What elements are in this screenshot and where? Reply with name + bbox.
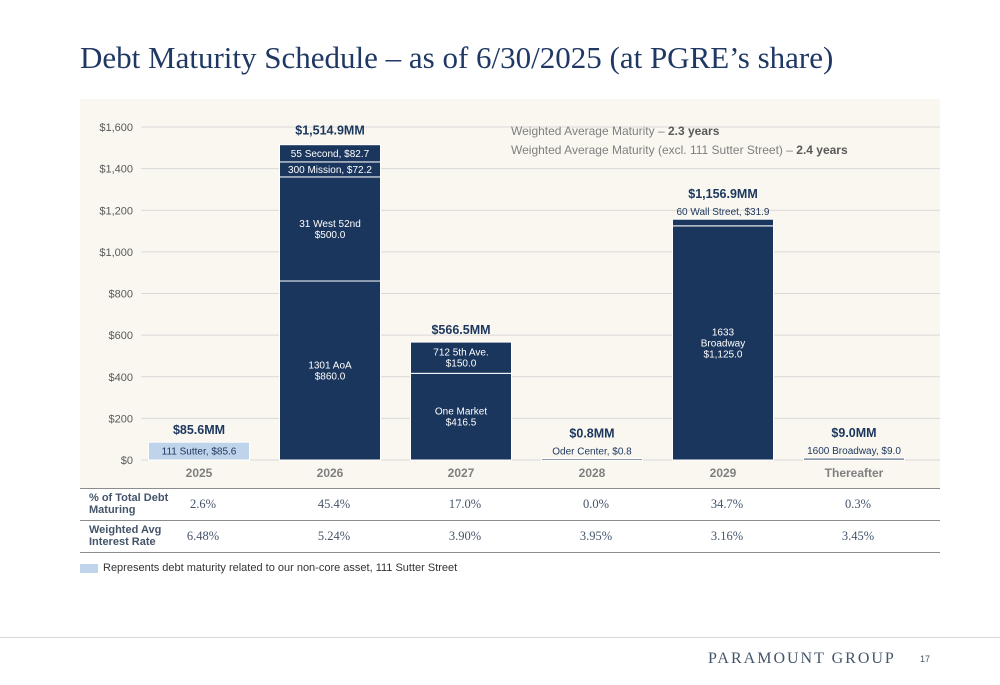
y-tick-label: $1,000: [99, 247, 133, 259]
x-category-label: 2025: [186, 466, 213, 480]
segment-label: 300 Mission, $72.2: [288, 165, 372, 176]
chart-panel: $0 $200 $400 $600 $800 $1,000 $1,200 $1,400 $1,6…: [80, 99, 940, 488]
table-cell: 6.48%: [186, 529, 220, 543]
x-category-label: 2028: [579, 466, 606, 480]
bar-segment: [672, 218, 774, 227]
brand-logo-text: PARAMOUNT GROUP: [708, 650, 896, 667]
segment-label: 1633: [712, 327, 735, 338]
segment-label: $150.0: [446, 359, 477, 370]
bar-segment: [803, 457, 905, 461]
segment-label: Broadway: [701, 338, 745, 349]
y-tick-label: $0: [121, 455, 133, 467]
table-cell: 0.3%: [844, 497, 872, 511]
bar-segment: [279, 280, 381, 461]
segment-label: 1301 AoA: [308, 361, 352, 372]
bar-segment: [410, 341, 512, 374]
y-tick-label: $1,400: [99, 164, 133, 176]
row-label-interest-rate: Weighted Avg Interest Rate: [89, 524, 162, 548]
x-category-label: 2027: [448, 466, 475, 480]
weighted-average-annotation: Weighted Average Maturity – 2.3 years: [511, 124, 720, 138]
y-tick-label: $400: [109, 372, 133, 384]
table-cell: 5.24%: [317, 529, 351, 543]
segment-label: $416.5: [446, 418, 477, 429]
table-row-interest-rate: Weighted Avg Interest Rate 6.48% 5.24% 3…: [80, 520, 940, 553]
segment-label: 31 West 52nd: [299, 219, 361, 230]
footnote-text: Represents debt maturity related to our …: [103, 562, 458, 574]
x-category-label: 2029: [710, 466, 737, 480]
table-cell: 3.90%: [448, 529, 482, 543]
y-tick-label: $800: [109, 289, 133, 301]
y-tick-label: $200: [109, 413, 133, 425]
footer-divider: [0, 637, 1000, 638]
bar-total-label: $1,156.9MM: [688, 187, 757, 201]
segment-label: $1,125.0: [704, 349, 743, 360]
bar-segment: [541, 458, 643, 461]
data-table: % of Total Debt Maturing 2.6% 45.4% 17.0…: [80, 488, 940, 553]
page-number: 17: [920, 654, 931, 664]
weighted-average-annotation: Weighted Average Maturity (excl. 111 Sut…: [511, 143, 848, 157]
bar-total-label: $566.5MM: [431, 323, 490, 337]
bar-segment: [279, 144, 381, 163]
segment-label: 111 Sutter, $85.6: [162, 447, 237, 458]
non-core-legend-swatch: [80, 563, 98, 573]
segment-label: 60 Wall Street, $31.9: [676, 207, 769, 218]
bar-total-label: $1,514.9MM: [295, 124, 364, 138]
footnote: Represents debt maturity related to our …: [80, 562, 457, 574]
x-category-label: Thereafter: [825, 466, 884, 480]
table-cell: 3.95%: [579, 529, 613, 543]
table-cell: 3.16%: [710, 529, 744, 543]
segment-label: Oder Center, $0.8: [552, 447, 632, 458]
table-cell: 45.4%: [317, 497, 351, 511]
y-tick-label: $1,600: [99, 122, 133, 134]
table-cell: 34.7%: [710, 497, 744, 511]
table-cell: 0.0%: [582, 497, 610, 511]
table-cell: 3.45%: [841, 529, 875, 543]
x-category-label: 2026: [317, 466, 344, 480]
bar-segment: [279, 176, 381, 282]
segment-label: $860.0: [315, 372, 346, 383]
table-cell: 17.0%: [448, 497, 482, 511]
segment-label: 1600 Broadway, $9.0: [807, 446, 901, 457]
bar-segment: [672, 225, 774, 461]
segment-label: One Market: [435, 407, 487, 418]
bar-segment: [148, 441, 250, 461]
row-label-pct-total: % of Total Debt Maturing: [89, 492, 169, 516]
bar-total-label: $9.0MM: [831, 426, 876, 440]
bar-total-label: $0.8MM: [569, 427, 614, 441]
table-row-pct-total: % of Total Debt Maturing 2.6% 45.4% 17.0…: [80, 488, 940, 520]
debt-maturity-chart: $0 $200 $400 $600 $800 $1,000 $1,200 $1,400 $1,6…: [99, 122, 940, 480]
page-title: Debt Maturity Schedule – as of 6/30/2025…: [80, 40, 834, 75]
y-tick-label: $1,200: [99, 205, 133, 217]
y-tick-label: $600: [109, 330, 133, 342]
bar-total-label: $85.6MM: [173, 423, 225, 437]
table-cell: 2.6%: [189, 497, 217, 511]
segment-label: $500.0: [315, 230, 346, 241]
segment-label: 712 5th Ave.: [433, 348, 488, 359]
segment-label: 55 Second, $82.7: [291, 149, 370, 160]
